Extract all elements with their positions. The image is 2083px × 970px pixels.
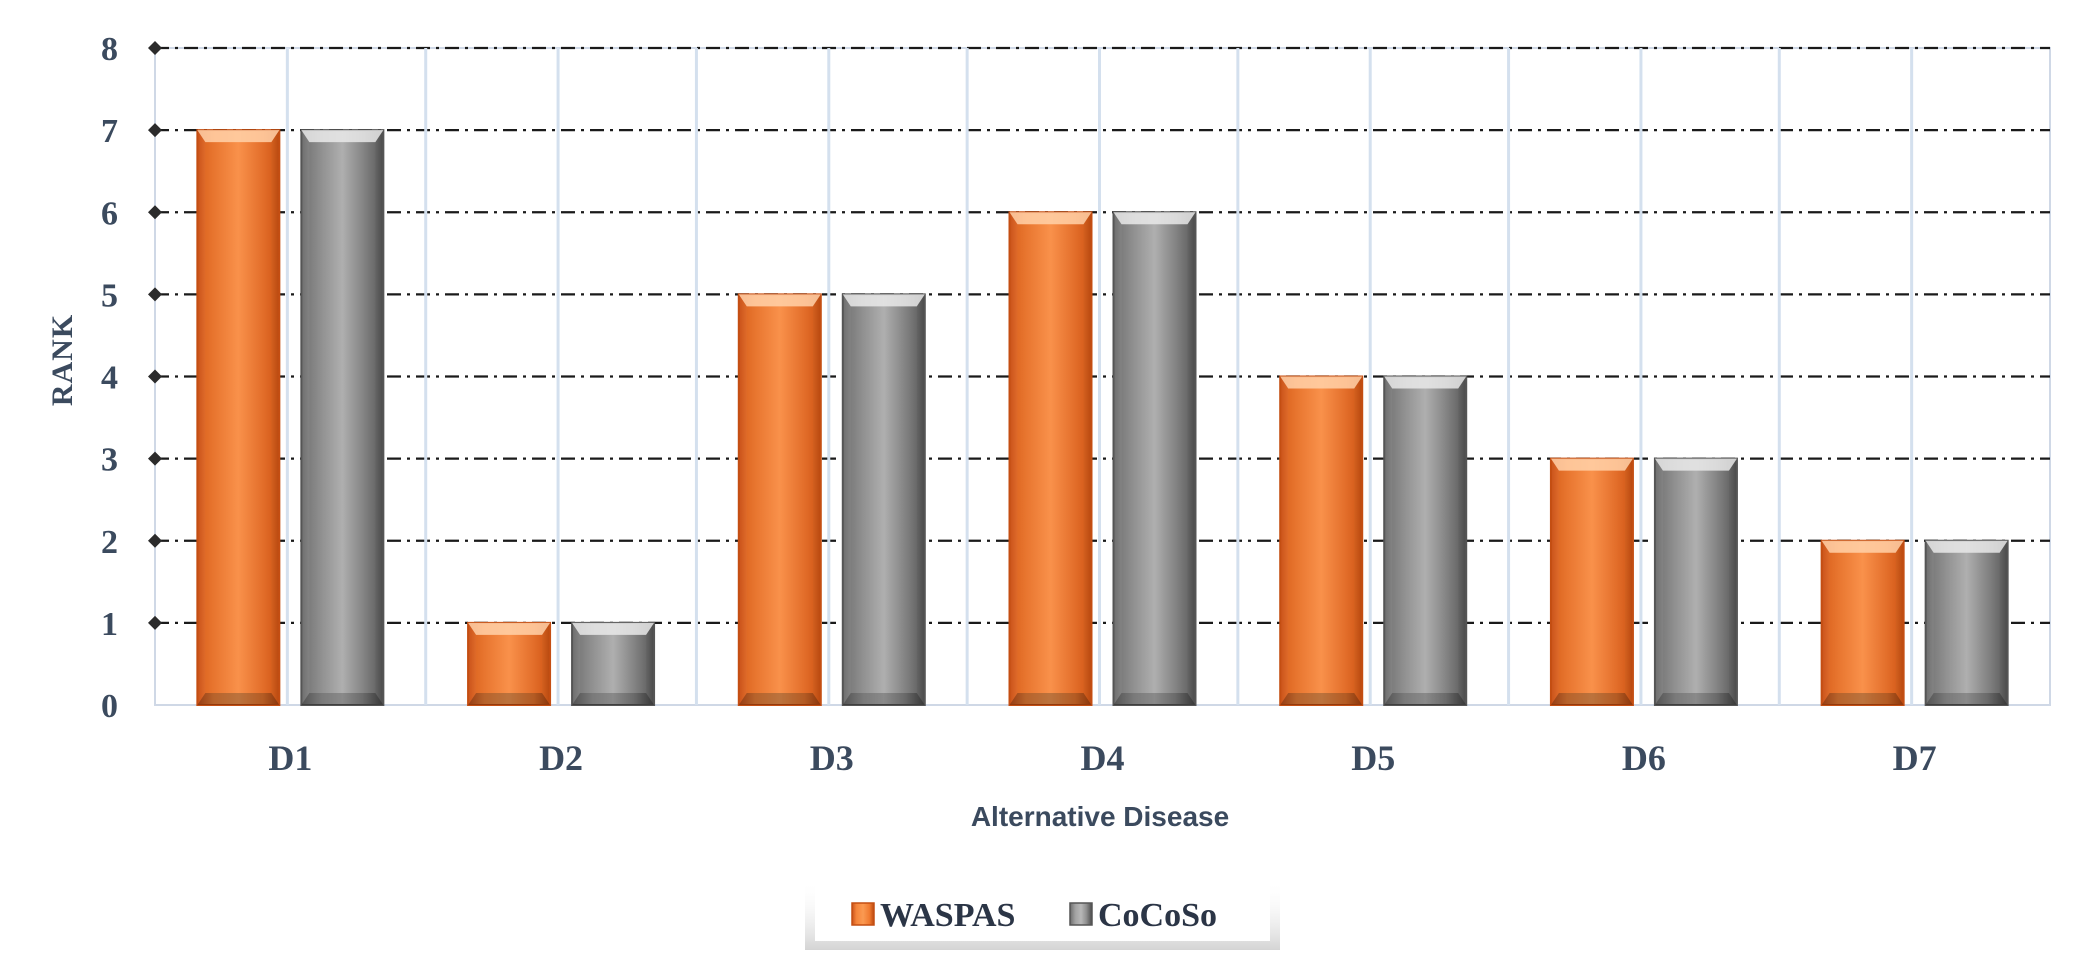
bar-cocoso-d3 <box>841 293 926 706</box>
x-tick-label-d4: D4 <box>1081 738 1125 778</box>
legend-background <box>815 886 1270 941</box>
x-gridlines <box>285 48 1914 705</box>
x-tick-label-d3: D3 <box>810 738 854 778</box>
y-tick-marker <box>148 533 162 548</box>
y-tick-label: 7 <box>101 113 118 150</box>
x-tick-label-d1: D1 <box>268 738 312 778</box>
bar-cocoso-d2 <box>571 621 656 706</box>
bar-waspas-d1 <box>196 129 281 706</box>
bar-waspas-d2 <box>467 621 552 706</box>
bar-waspas-d3 <box>737 293 822 706</box>
bar-cocoso-d5 <box>1383 375 1468 706</box>
x-tick-label-d7: D7 <box>1893 738 1937 778</box>
y-tick-label: 1 <box>101 606 118 643</box>
y-tick-marker <box>148 369 162 384</box>
plot-area <box>154 47 2051 706</box>
legend-swatch-cocoso <box>1069 902 1093 926</box>
x-tick-label-d5: D5 <box>1351 738 1395 778</box>
y-tick-marker <box>148 287 162 302</box>
y-tick-label: 6 <box>101 195 118 232</box>
bars <box>196 129 2009 706</box>
bar-cocoso-d4 <box>1112 211 1197 706</box>
legend-label-waspas: WASPAS <box>880 897 1015 934</box>
x-axis-title: Alternative Disease <box>971 801 1229 832</box>
y-axis-ticks: 0 1 2 3 4 5 6 7 8 <box>101 31 162 725</box>
legend-item-waspas: WASPAS <box>851 897 1015 934</box>
y-tick-marker <box>148 41 162 55</box>
x-tick-label-d2: D2 <box>539 738 583 778</box>
bar-cocoso-d6 <box>1653 457 1738 706</box>
legend-swatch-waspas <box>851 902 875 926</box>
y-tick-marker <box>148 615 162 630</box>
y-tick-label: 2 <box>101 524 118 561</box>
bar-waspas-d5 <box>1279 375 1364 706</box>
y-tick-label: 4 <box>101 360 118 397</box>
y-tick-label: 8 <box>101 31 118 68</box>
legend: WASPAS CoCoSo <box>805 880 1280 950</box>
legend-label-cocoso: CoCoSo <box>1098 897 1217 934</box>
bar-cocoso-d7 <box>1924 539 2009 706</box>
legend-item-cocoso: CoCoSo <box>1069 897 1217 934</box>
y-tick-label: 5 <box>101 277 118 314</box>
y-tick-label: 0 <box>101 688 118 725</box>
y-tick-marker <box>148 205 162 220</box>
y-tick-marker <box>148 451 162 466</box>
plot-border <box>154 47 2051 706</box>
y-tick-marker <box>148 123 162 138</box>
bar-waspas-d4 <box>1008 211 1093 706</box>
y-axis-title: RANK <box>46 314 79 406</box>
x-axis-ticks: D1 D2 D3 D4 D5 D6 D7 <box>268 738 1936 778</box>
bar-waspas-d7 <box>1820 539 1905 706</box>
bar-cocoso-d1 <box>300 129 385 706</box>
bar-waspas-d6 <box>1549 457 1634 706</box>
x-tick-label-d6: D6 <box>1622 738 1666 778</box>
y-tick-label: 3 <box>101 442 118 479</box>
